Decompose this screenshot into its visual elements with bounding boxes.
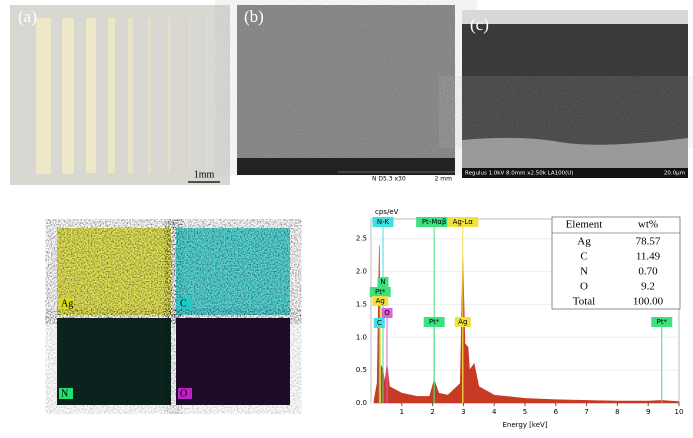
table-cell: 78.57: [636, 236, 661, 248]
peak-box: [454, 317, 471, 327]
map-dots: [57, 318, 171, 405]
scale-label: 2 mm: [435, 176, 453, 183]
peak-label: Pt-Mαβ: [422, 218, 447, 226]
x-tick-label: 5: [523, 408, 527, 416]
spectrum: 0.0 0.5 1.0 1.5 2.0 2.5 1 2 3 4 5 6 7 8 9 10 N-K Pt-Mαβ Ag…: [356, 208, 684, 429]
peak-box: [373, 318, 385, 328]
y-tick-label: 2.5: [356, 235, 367, 243]
scale-label: 20.0µm: [664, 171, 685, 177]
peak-box: [372, 217, 394, 227]
peak-box: [377, 277, 389, 287]
table-cell: 100.00: [633, 296, 664, 308]
peak-label: Ag: [458, 318, 467, 326]
y-tick-label: 1.5: [356, 300, 367, 308]
peak-label: Pt*: [657, 318, 668, 326]
map-label-box: [178, 298, 192, 309]
x-tick-label: 3: [461, 408, 465, 416]
panel-label: (b): [244, 7, 264, 26]
map-label: C: [180, 298, 187, 309]
map-noise: [57, 318, 171, 405]
peak-box: [651, 317, 673, 327]
y-tick-label: 0.5: [356, 366, 367, 374]
y-tick-label: 0.0: [356, 399, 367, 407]
panel-b: (b) N D5.3 x30 2 mm: [237, 5, 455, 183]
peak-label: Ag: [376, 297, 385, 305]
map-noise: [176, 318, 290, 405]
table-cell: Ag: [577, 236, 591, 248]
map-noise: [176, 228, 290, 315]
x-tick-label: 6: [554, 408, 559, 416]
table-cell: 0.70: [638, 266, 658, 278]
table-bg: [551, 216, 681, 310]
table-header: Element: [566, 219, 603, 231]
y-axis-label: cps/eV: [375, 208, 399, 216]
peak-label: N-K: [377, 218, 390, 226]
spectrum-area: [373, 245, 680, 404]
x-axis-label: Energy [keV]: [502, 421, 547, 429]
peak-box: [423, 317, 445, 327]
map-label: O: [180, 388, 187, 399]
x-tick-label: 7: [584, 408, 588, 416]
map-label-box: [59, 388, 73, 399]
peak-box: [372, 296, 389, 306]
x-tick-label: 2: [430, 408, 434, 416]
peak-label: Pt*: [375, 288, 386, 296]
table-cell: O: [580, 281, 588, 293]
panel-label: (a): [18, 7, 37, 26]
map-noise: [57, 228, 171, 315]
peak-label: C: [377, 319, 382, 327]
map-label-box: [178, 388, 192, 399]
x-tick-label: 10: [675, 408, 684, 416]
x-tick-label: 1: [400, 408, 404, 416]
peak-label: O: [384, 309, 390, 317]
peak-label: Pt*: [429, 318, 440, 326]
x-tick-label: 8: [615, 408, 619, 416]
peak-box: [381, 308, 393, 318]
x-tick-label: 9: [646, 408, 650, 416]
peak-box: [369, 287, 391, 297]
eds-maps: Ag C N O: [57, 228, 290, 405]
peak-box: [447, 217, 479, 227]
table-cell: 11.49: [636, 251, 661, 263]
table-cell: N: [580, 266, 588, 278]
sem-info: N D5.3 x30: [372, 176, 406, 183]
panel-a: (a) 1mm: [10, 5, 230, 185]
map-dots: [176, 318, 290, 405]
y-tick-label: 2.0: [356, 268, 367, 276]
peak-box: [416, 217, 453, 227]
table-cell: C: [580, 251, 587, 263]
map-label-box: [59, 298, 73, 309]
x-tick-label: 4: [492, 408, 497, 416]
table-cell: Total: [573, 296, 595, 308]
map-label: Ag: [61, 298, 73, 309]
sem-info: Regulus 1.0kV 8.0mm x2.50k LA100(U): [465, 171, 573, 177]
table-header: wt%: [638, 219, 658, 231]
panel-c: (c) Regulus 1.0kV 8.0mm x2.50k LA100(U) …: [462, 10, 688, 178]
map-label: N: [61, 388, 68, 399]
peak-label: Ag-Lα: [453, 218, 474, 226]
table-cell: 9.2: [641, 281, 655, 293]
panel-label: (c): [470, 15, 489, 34]
peak-label: N: [380, 278, 385, 286]
scale-label: 1mm: [194, 169, 215, 180]
y-tick-label: 1.0: [356, 333, 367, 341]
